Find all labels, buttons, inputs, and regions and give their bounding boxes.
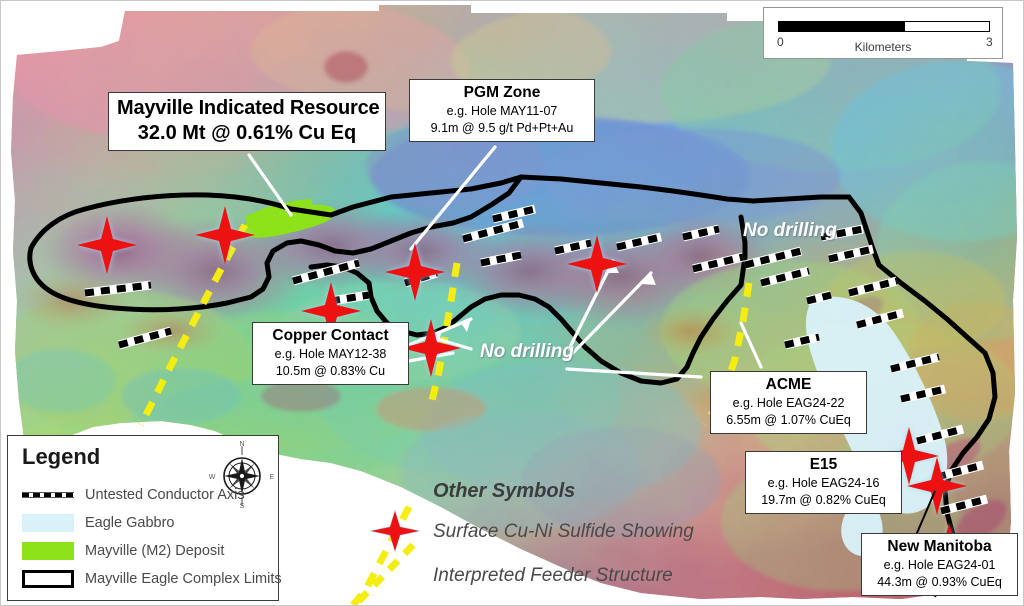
other-symbols-star-icon (369, 509, 421, 553)
compass-south-label: S (240, 503, 245, 510)
eagle-gabbro-swatch-icon (22, 514, 74, 532)
callout-e15[interactable]: E15 e.g. Hole EAG24-16 19.7m @ 0.82% CuE… (745, 451, 902, 514)
callout-line-1: e.g. Hole EAG24-16 (767, 476, 880, 491)
callout-line-1: e.g. Hole MAY11-07 (446, 104, 558, 119)
mayville-deposit-swatch-icon (22, 542, 74, 560)
callout-title: PGM Zone (463, 84, 541, 101)
callout-copper-contact[interactable]: Copper Contact e.g. Hole MAY12-38 10.5m … (252, 322, 409, 385)
callout-line-2: 10.5m @ 0.83% Cu (275, 364, 386, 379)
legend-item-mayville-eagle-complex-limits[interactable]: Mayville Eagle Complex Limits (22, 568, 282, 590)
mayville-eagle-complex-limits (27, 174, 998, 574)
callout-line-1: 32.0 Mt @ 0.61% Cu Eq (137, 121, 357, 144)
callout-line-2: 19.7m @ 0.82% CuEq (761, 493, 886, 508)
callout-line-1: e.g. Hole EAG24-01 (883, 558, 996, 573)
legend-item-label: Mayville Eagle Complex Limits (85, 571, 282, 587)
legend-title: Legend (22, 444, 101, 469)
callout-line-1: e.g. Hole EAG24-22 (732, 396, 845, 411)
callout-pgm-zone[interactable]: PGM Zone e.g. Hole MAY11-07 9.1m @ 9.5 g… (409, 79, 595, 142)
legend-item-label: Eagle Gabbro (85, 515, 175, 531)
legend-item-mayville-m2-deposit[interactable]: Mayville (M2) Deposit (22, 540, 224, 562)
callout-new-manitoba[interactable]: New Manitoba e.g. Hole EAG24-01 44.3m @ … (861, 533, 1018, 596)
other-symbols-feeder-icon (354, 542, 416, 605)
callout-title: New Manitoba (887, 538, 992, 555)
map-label-no-drilling-right: No drilling (743, 220, 837, 241)
callout-line-2: 6.55m @ 1.07% CuEq (726, 413, 851, 428)
callout-acme[interactable]: ACME e.g. Hole EAG24-22 6.55m @ 1.07% Cu… (710, 371, 867, 434)
compass-east-label: E (270, 474, 275, 481)
callout-leader-lines (247, 145, 763, 379)
callout-title: Mayville Indicated Resource (117, 97, 380, 119)
dashed-line-icon (22, 486, 74, 504)
callout-title: Copper Contact (272, 327, 389, 344)
scale-bar-units-label: Kilometers (854, 40, 912, 54)
scale-bar: 0 3 Kilometers (763, 7, 1003, 59)
scale-bar-max-label: 3 (986, 35, 993, 49)
compass-west-label: W (209, 474, 216, 481)
other-symbols-label-feeder: Interpreted Feeder Structure (433, 565, 673, 586)
callout-line-2: 9.1m @ 9.5 g/t Pd+Pt+Au (430, 121, 574, 136)
compass-north-label: N (239, 441, 244, 448)
scale-bar-fill (779, 22, 905, 31)
callout-line-1: e.g. Hole MAY12-38 (274, 347, 387, 362)
scale-bar-track (778, 21, 990, 32)
legend-item-untested-conductor-axis[interactable]: Untested Conductor Axis (22, 484, 245, 506)
callout-mayville-indicated-resource[interactable]: Mayville Indicated Resource 32.0 Mt @ 0.… (108, 92, 386, 152)
map-label-no-drilling-center: No drilling (480, 341, 574, 362)
legend-item-eagle-gabbro[interactable]: Eagle Gabbro (22, 512, 174, 534)
scale-bar-min-label: 0 (777, 35, 784, 49)
compass-rose-icon: N S W E (209, 441, 275, 510)
callout-title: ACME (765, 376, 812, 393)
legend-panel: Legend N S (7, 435, 282, 601)
legend-item-label: Untested Conductor Axis (85, 487, 245, 503)
callout-line-2: 44.3m @ 0.93% CuEq (877, 575, 1002, 590)
complex-limits-outline-icon (22, 570, 74, 588)
callout-title: E15 (809, 456, 838, 473)
other-symbols-title: Other Symbols (433, 480, 576, 502)
other-symbols-label-showing: Surface Cu-Ni Sulfide Showing (433, 521, 694, 542)
legend-item-label: Mayville (M2) Deposit (85, 543, 225, 559)
